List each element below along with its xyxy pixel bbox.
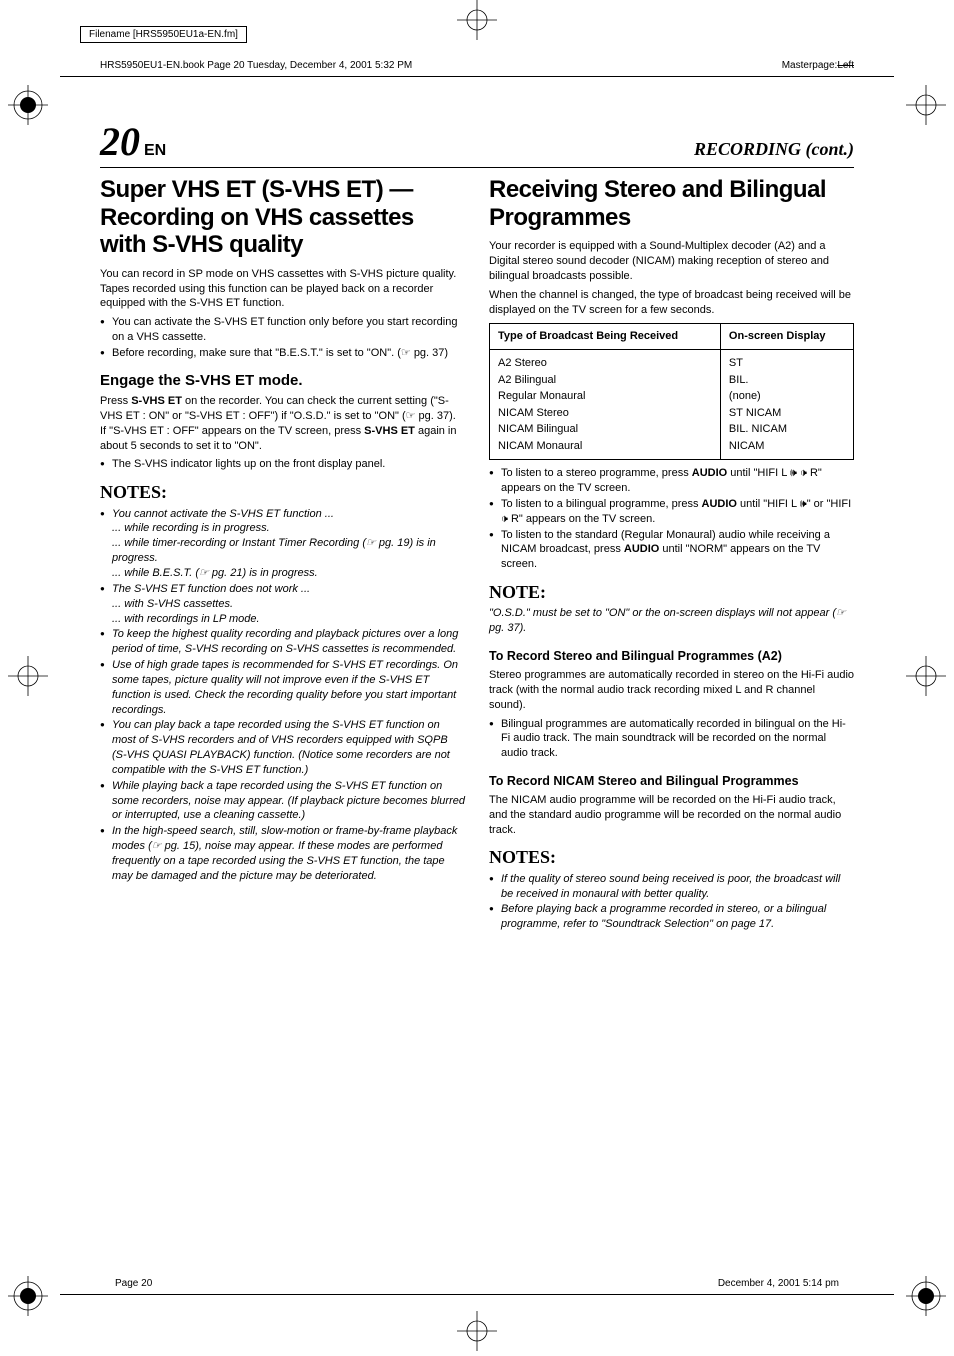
list-item: To listen to a stereo programme, press A… [489, 466, 854, 496]
right-intro-2: When the channel is changed, the type of… [489, 288, 854, 318]
engage-paragraph: Press S-VHS ET on the recorder. You can … [100, 394, 465, 453]
notes-heading-left: NOTES: [100, 480, 465, 504]
list-item: To listen to the standard (Regular Monau… [489, 528, 854, 573]
crop-mark-mid-right [906, 656, 946, 696]
footer-rule [60, 1294, 894, 1295]
list-item: To listen to a bilingual programme, pres… [489, 497, 854, 527]
notes2-list: If the quality of stereo sound being rec… [489, 872, 854, 932]
left-intro-bullets: You can activate the S-VHS ET function o… [100, 315, 465, 361]
listen-bullets: To listen to a stereo programme, press A… [489, 466, 854, 572]
crop-mark-mid-left [8, 656, 48, 696]
book-header: HRS5950EU1-EN.book Page 20 Tuesday, Dece… [100, 60, 412, 71]
list-item: To keep the highest quality recording an… [100, 627, 465, 657]
list-item: Before playing back a programme recorded… [489, 902, 854, 932]
crop-mark-bottom-center [457, 1311, 497, 1351]
masterpage-prefix: Masterpage: [782, 60, 838, 71]
notes2-heading: NOTES: [489, 845, 854, 869]
table-header-1: Type of Broadcast Being Received [490, 324, 721, 350]
masterpage-strike: Left [837, 60, 854, 71]
crop-mark-bottom-right [906, 1276, 946, 1316]
section-title: RECORDING (cont.) [694, 139, 854, 160]
columns: Super VHS ET (S-VHS ET) — Recording on V… [100, 176, 854, 936]
footer-left: Page 20 [115, 1278, 152, 1289]
header-rule [60, 76, 894, 77]
table-header-2: On-screen Display [720, 324, 853, 350]
page-number: 20 [100, 119, 140, 164]
table-cell-types: A2 StereoA2 BilingualRegular MonauralNIC… [490, 350, 721, 460]
broadcast-table: Type of Broadcast Being Received On-scre… [489, 323, 854, 460]
crop-mark-top-right [906, 85, 946, 125]
sub2-heading: To Record NICAM Stereo and Bilingual Pro… [489, 773, 854, 790]
page-number-block: 20EN [100, 118, 166, 165]
list-item: If the quality of stereo sound being rec… [489, 872, 854, 902]
list-item: The S-VHS indicator lights up on the fro… [100, 457, 465, 472]
crop-mark-top-left [8, 85, 48, 125]
list-item: You cannot activate the S-VHS ET functio… [100, 507, 465, 581]
left-column: Super VHS ET (S-VHS ET) — Recording on V… [100, 176, 465, 936]
sub2-paragraph: The NICAM audio programme will be record… [489, 793, 854, 838]
page-header: 20EN RECORDING (cont.) [100, 118, 854, 168]
footer-right: December 4, 2001 5:14 pm [718, 1278, 839, 1289]
engage-heading: Engage the S-VHS ET mode. [100, 371, 465, 391]
right-column: Receiving Stereo and Bilingual Programme… [489, 176, 854, 936]
list-item: Use of high grade tapes is recommended f… [100, 658, 465, 717]
list-item: While playing back a tape recorded using… [100, 779, 465, 824]
left-intro: You can record in SP mode on VHS cassett… [100, 267, 465, 312]
filename-box: Filename [HRS5950EU1a-EN.fm] [80, 26, 247, 43]
sub1-paragraph: Stereo programmes are automatically reco… [489, 668, 854, 713]
list-item: The S-VHS ET function does not work ....… [100, 582, 465, 627]
sub1-heading: To Record Stereo and Bilingual Programme… [489, 648, 854, 665]
page-content: 20EN RECORDING (cont.) Super VHS ET (S-V… [100, 118, 854, 936]
list-item: You can activate the S-VHS ET function o… [100, 315, 465, 345]
note-heading-right: NOTE: [489, 580, 854, 604]
left-notes-list: You cannot activate the S-VHS ET functio… [100, 507, 465, 884]
list-item: Before recording, make sure that "B.E.S.… [100, 346, 465, 361]
crop-mark-bottom-left [8, 1276, 48, 1316]
right-heading: Receiving Stereo and Bilingual Programme… [489, 176, 854, 231]
engage-bullets: The S-VHS indicator lights up on the fro… [100, 457, 465, 472]
note-text-right: "O.S.D." must be set to "ON" or the on-s… [489, 606, 854, 636]
crop-mark-top-center [457, 0, 497, 40]
list-item: Bilingual programmes are automatically r… [489, 717, 854, 762]
list-item: In the high-speed search, still, slow-mo… [100, 824, 465, 883]
left-heading: Super VHS ET (S-VHS ET) — Recording on V… [100, 176, 465, 259]
list-item: You can play back a tape recorded using … [100, 718, 465, 777]
masterpage-label: Masterpage:Left [782, 60, 854, 71]
table-cell-displays: STBIL.(none)ST NICAMBIL. NICAMNICAM [720, 350, 853, 460]
page-number-suffix: EN [144, 142, 166, 159]
sub1-bullets: Bilingual programmes are automatically r… [489, 717, 854, 762]
right-intro-1: Your recorder is equipped with a Sound-M… [489, 239, 854, 284]
